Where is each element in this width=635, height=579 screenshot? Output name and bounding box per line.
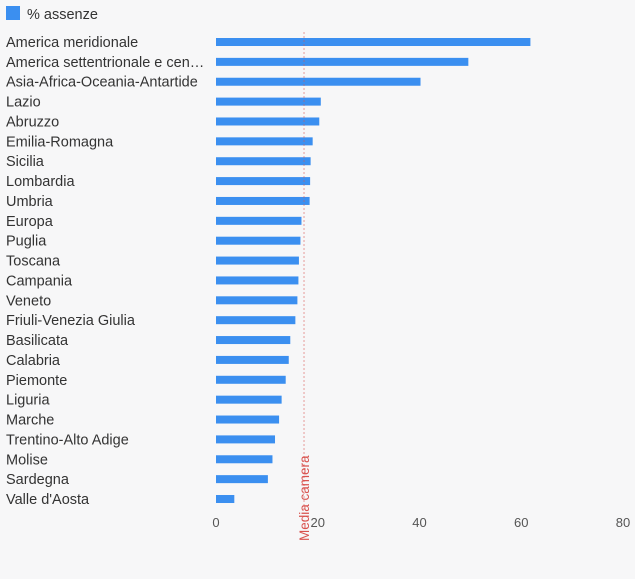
bar — [216, 57, 469, 66]
bar — [216, 216, 302, 225]
bar — [216, 196, 310, 205]
category-label: Puglia — [6, 234, 47, 250]
bar — [216, 157, 311, 166]
legend-label: % assenze — [27, 7, 98, 23]
category-label: Valle d'Aosta — [6, 492, 90, 508]
bar — [216, 117, 320, 126]
plot-area: America meridionale America settentrional… — [6, 32, 630, 541]
category-label: Campania — [6, 273, 73, 289]
bar — [216, 336, 291, 345]
bar — [216, 177, 311, 186]
bar — [216, 375, 286, 384]
bar — [216, 276, 299, 285]
bar — [216, 236, 301, 245]
bar — [216, 395, 282, 404]
bar — [216, 97, 321, 106]
bar — [216, 415, 280, 424]
bar — [216, 38, 531, 46]
category-label: Umbria — [6, 194, 54, 210]
category-label: Trentino-Alto Adige — [6, 432, 129, 448]
x-tick-label: 80 — [616, 515, 630, 530]
x-tick-label: 20 — [311, 515, 325, 530]
bar — [216, 475, 268, 484]
bar — [216, 296, 298, 305]
category-label: Europa — [6, 214, 54, 230]
category-label: Asia-Africa-Oceania-Antartide — [6, 75, 198, 91]
bar — [216, 435, 276, 444]
bar — [216, 316, 296, 325]
legend: % assenze — [6, 6, 98, 23]
category-label: America meridionale — [6, 35, 138, 51]
x-tick-label: 0 — [212, 515, 219, 530]
category-label: Sicilia — [6, 154, 45, 170]
x-tick-label: 60 — [514, 515, 528, 530]
category-label: Toscana — [6, 254, 61, 270]
x-tick-label: 40 — [412, 515, 426, 530]
category-label: Liguria — [6, 393, 50, 409]
bar — [216, 355, 289, 364]
bar — [216, 495, 235, 504]
category-label: Lazio — [6, 95, 41, 111]
legend-swatch — [6, 6, 20, 20]
category-label: Piemonte — [6, 373, 67, 389]
category-label: Lombardia — [6, 174, 75, 190]
category-label: America settentrionale e cen… — [6, 55, 204, 71]
category-label: Friuli-Venezia Giulia — [6, 313, 136, 329]
bar — [216, 455, 273, 464]
category-label: Veneto — [6, 293, 51, 309]
category-label: Basilicata — [6, 333, 69, 349]
category-label: Calabria — [6, 353, 61, 369]
bar — [216, 137, 313, 146]
bar — [216, 77, 421, 86]
reference-line-label: Media camera — [297, 455, 312, 541]
bar — [216, 256, 299, 265]
category-label: Sardegna — [6, 472, 70, 488]
category-label: Marche — [6, 413, 54, 429]
category-label: Molise — [6, 452, 48, 468]
category-label: Abruzzo — [6, 114, 59, 130]
category-label: Emilia-Romagna — [6, 134, 114, 150]
